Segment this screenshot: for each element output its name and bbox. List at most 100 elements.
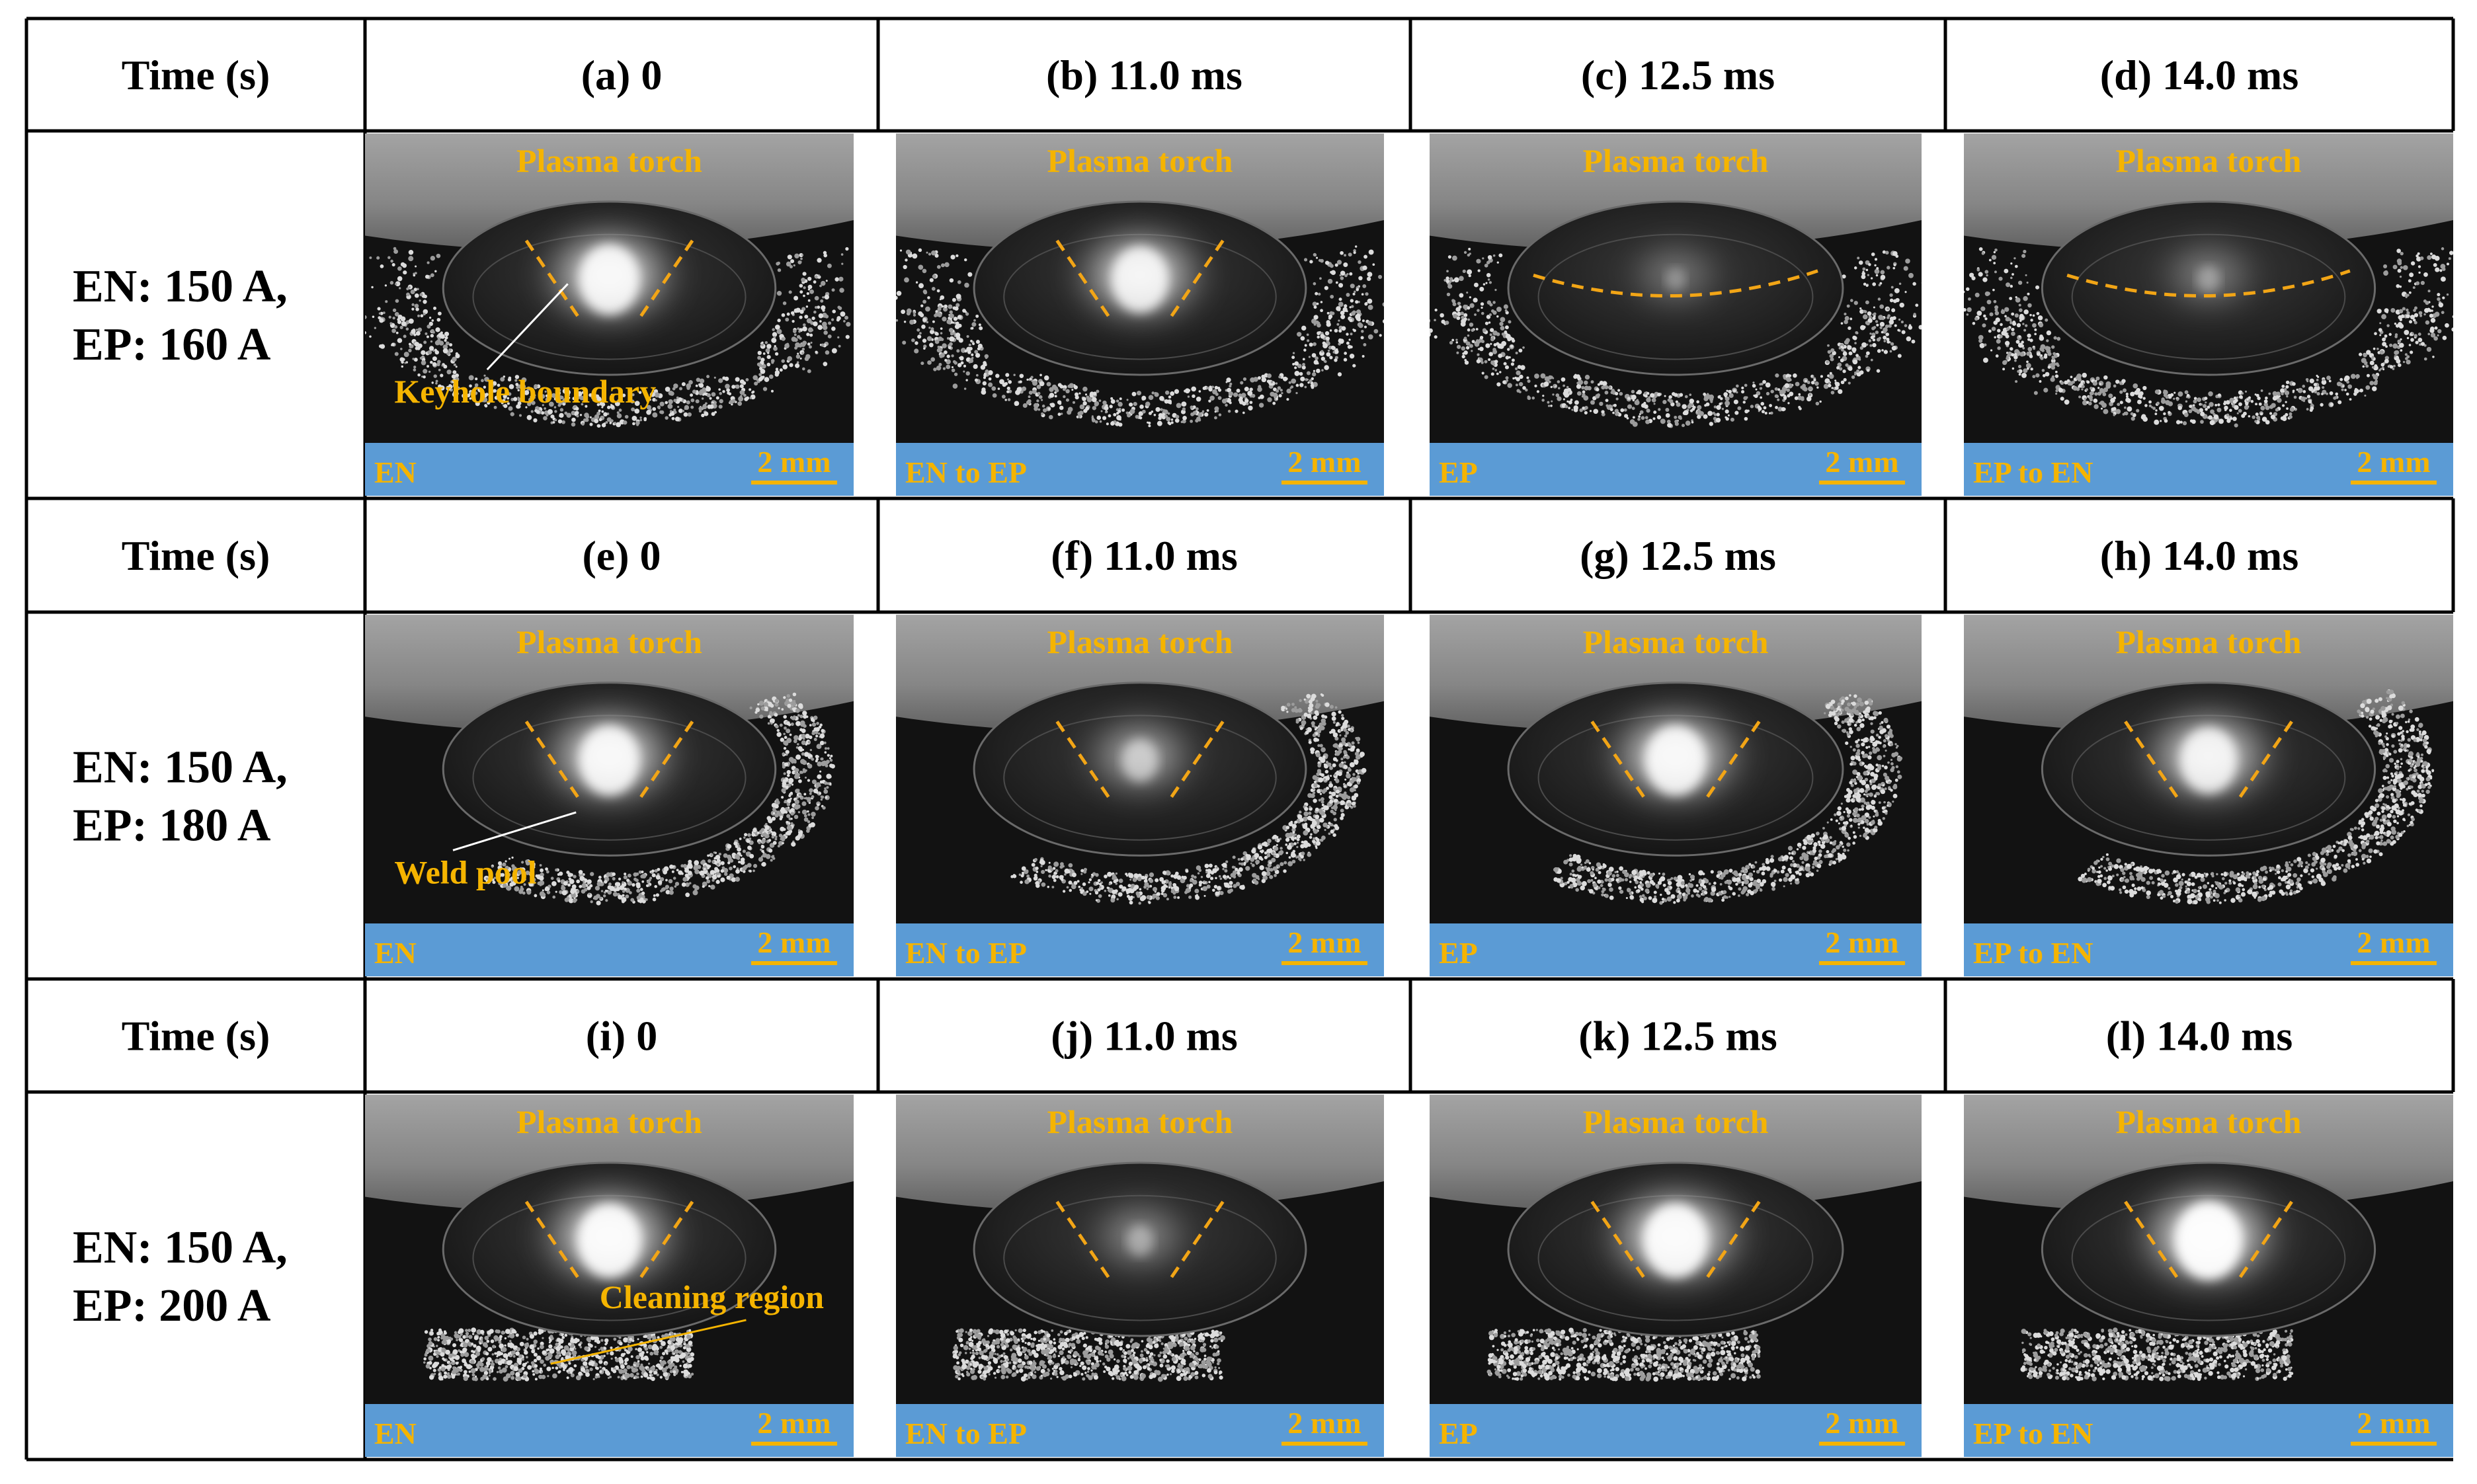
polarity-bar [365,443,854,496]
arc-core [1121,739,1158,782]
polarity-bar [896,1404,1384,1457]
polarity-label: EN [374,936,417,970]
polarity-label: EN to EP [905,1417,1027,1450]
annotation-label: Cleaning region [600,1278,825,1315]
condition-line-2: EP: 160 A [73,319,271,370]
keyhole-boundary-left [524,721,581,801]
scale-bar-label: 2 mm [757,445,831,479]
arc-core [2175,1201,2242,1280]
polarity-label: EP [1439,936,1478,970]
torch-shadow [896,134,1384,251]
scale-bar-label: 2 mm [1287,925,1361,959]
keyhole-boundary-left [524,1200,581,1281]
micrograph-panel: Plasma torch Cleaning region EN 2 mm [365,1095,854,1457]
scale-bar-label: 2 mm [757,925,831,959]
keyhole-boundary-left [2124,721,2180,801]
polarity-bar [365,1404,854,1457]
keyhole-boundary-right [2237,1200,2293,1281]
keyhole-boundary-left [2124,1200,2180,1281]
arc-core [579,725,639,796]
panel-caption: (g) 12.5 ms [1580,532,1776,579]
keyhole-boundary-right [1704,721,1761,801]
keyhole-boundary-right [1168,721,1225,801]
scale-bar-label: 2 mm [1825,445,1898,479]
keyhole-boundary-right [1704,1200,1761,1281]
torch-shadow [1964,615,2453,732]
arc-core [2180,727,2237,794]
keyhole-boundary-curve [1533,269,1818,297]
polarity-label: EP [1439,1417,1478,1450]
arc-core [1643,1203,1708,1278]
polarity-label: EN to EP [905,936,1027,970]
polarity-bar [896,443,1384,496]
polarity-label: EP to EN [1973,1417,2093,1450]
torch-shadow [896,1095,1384,1212]
torch-shadow [1430,615,1922,732]
panel-caption: (a) 0 [581,52,663,98]
micrograph-panel: Plasma torch Keyhole boundary EN 2 mm [365,134,854,496]
condition-line-2: EP: 180 A [73,801,271,851]
scale-bar-label: 2 mm [1287,1406,1361,1440]
scale-bar-label: 2 mm [2357,445,2430,479]
arc-core [579,244,639,315]
condition-line-1: EN: 150 A, [73,261,288,312]
micrograph-panel: Plasma torch EP 2 mm [1430,1095,1922,1457]
torch-label: Plasma torch [516,142,702,179]
micrograph-panel: Plasma torch EP to EN 2 mm [1964,615,2453,976]
panel-caption: (k) 12.5 ms [1578,1013,1777,1060]
micrograph-panel: Plasma torch Weld pool EN 2 mm [365,615,854,976]
condition-line-2: EP: 200 A [73,1280,271,1331]
polarity-label: EN [374,455,417,489]
polarity-bar [896,923,1384,976]
torch-shadow [1430,134,1922,251]
arc-core [1645,725,1706,796]
micrograph-panel: Plasma torch EN to EP 2 mm [896,134,1384,496]
polarity-bar [1430,1404,1922,1457]
panel-caption: (c) 12.5 ms [1581,52,1775,98]
cleaning-region-speckle [1010,693,1367,905]
polarity-bar [365,923,854,976]
micrograph-panel: Plasma torch EN to EP 2 mm [896,1095,1384,1457]
torch-shadow [1964,134,2453,251]
polarity-bar [1964,1404,2453,1457]
torch-label: Plasma torch [1047,1103,1233,1140]
scale-bar-label: 2 mm [1825,1406,1898,1440]
keyhole-boundary-left [1055,1200,1112,1281]
annotation-leader [486,283,569,371]
panel-caption: (i) 0 [586,1013,657,1060]
annotation-label: Weld pool [394,853,536,890]
polarity-bar [1964,443,2453,496]
micrograph-panel: Plasma torch EN to EP 2 mm [896,615,1384,976]
polarity-label: EP [1439,455,1478,489]
micrograph-panel: Plasma torch EP 2 mm [1430,615,1922,976]
cleaning-region-speckle [896,245,1384,428]
polarity-label: EN to EP [905,455,1027,489]
annotation-label: Keyhole boundary [394,373,656,410]
torch-shadow [1964,1095,2453,1212]
keyhole-boundary-left [1590,1200,1647,1281]
polarity-label: EP to EN [1973,455,2093,489]
keyhole-boundary-left [524,239,581,320]
arc-core [577,1203,641,1278]
cleaning-region-speckle [365,247,851,428]
scale-bar-label: 2 mm [1825,925,1898,959]
micrograph-panel: Plasma torch EP to EN 2 mm [1964,1095,2453,1457]
torch-label: Plasma torch [1583,1103,1769,1140]
keyhole-boundary-left [1590,721,1647,801]
annotation-leader [452,811,577,851]
cleaning-region-speckle [2020,1327,2294,1382]
panel-caption: (f) 11.0 ms [1051,532,1238,579]
scale-bar-label: 2 mm [2357,925,2430,959]
keyhole-boundary-right [637,239,694,320]
time-header: Time (s) [122,532,270,579]
keyhole-boundary-left [1055,239,1112,320]
keyhole-boundary-right [2237,721,2293,801]
micrograph-panel: Plasma torch EP to EN 2 mm [1964,134,2453,496]
cleaning-region-speckle [1553,694,1903,905]
torch-label: Plasma torch [1047,623,1233,660]
keyhole-boundary-right [637,1200,694,1281]
torch-shadow [1430,1095,1922,1212]
arc-core [1126,1225,1154,1257]
cleaning-region-speckle [2078,689,2435,905]
